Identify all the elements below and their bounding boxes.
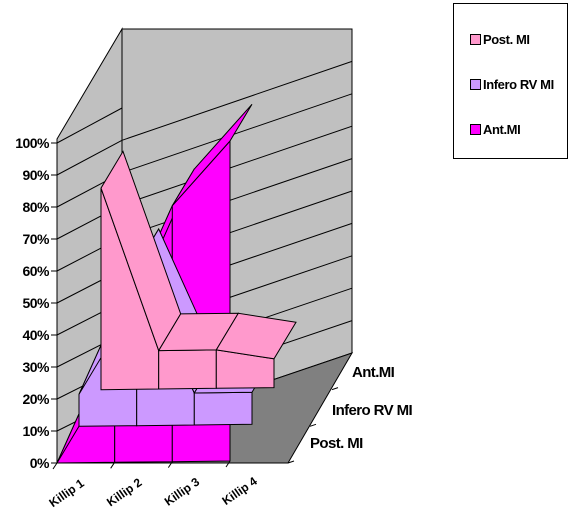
- side-gridline: [56, 107, 123, 144]
- legend-item-ant-mi: Ant.MI: [470, 121, 521, 137]
- series-top-face: [171, 103, 253, 207]
- y-tick-label: 40%: [22, 327, 50, 343]
- depth-axis-label: Infero RV MI: [332, 402, 412, 419]
- x-tick-label: Killip 3: [162, 474, 203, 508]
- x-tick-label: Killip 2: [104, 475, 145, 509]
- y-tick-label: 30%: [22, 359, 50, 375]
- series-top-face: [215, 312, 297, 360]
- back-gridline: [121, 93, 353, 174]
- depth-tick-mark: [331, 387, 339, 391]
- legend-swatch-post-mi: [470, 33, 481, 45]
- legend: Post. MI Infero RV MI Ant.MI: [453, 3, 568, 159]
- depth-axis-label: Ant.MI: [352, 364, 395, 381]
- y-tick-label: 0%: [30, 455, 50, 471]
- y-tick-label: 60%: [22, 263, 50, 279]
- legend-item-post-mi: Post. MI: [470, 31, 530, 47]
- depth-axis-label: Post. MI: [310, 435, 363, 452]
- y-tick-label: 90%: [22, 167, 50, 183]
- legend-swatch-infero-rv-mi: [470, 78, 481, 90]
- legend-swatch-ant-mi: [470, 123, 481, 135]
- legend-label-ant-mi: Ant.MI: [483, 121, 521, 137]
- back-gridline: [121, 125, 353, 206]
- x-tick-mark: [110, 462, 116, 469]
- legend-item-infero-rv-mi: Infero RV MI: [470, 76, 554, 92]
- y-tick-label: 20%: [22, 391, 50, 407]
- y-tick-label: 70%: [22, 231, 50, 247]
- back-gridline: [121, 158, 353, 238]
- x-tick-mark: [52, 462, 58, 470]
- series-front-face: [193, 391, 253, 426]
- legend-label-infero-rv-mi: Infero RV MI: [483, 76, 554, 92]
- depth-tick-mark: [287, 460, 295, 464]
- series-front-face: [158, 349, 217, 390]
- side-gridline: [56, 139, 123, 176]
- x-tick-mark: [167, 461, 173, 468]
- y-tick-label: 100%: [15, 135, 50, 151]
- y-tick-label: 50%: [22, 295, 50, 311]
- y-tick-label: 10%: [22, 423, 50, 439]
- back-gridline: [121, 60, 353, 141]
- legend-label-post-mi: Post. MI: [483, 31, 530, 47]
- x-tick-mark: [225, 460, 231, 468]
- y-tick-label: 80%: [22, 199, 50, 215]
- x-tick-label: Killip 4: [219, 474, 260, 508]
- x-tick-label: Killip 1: [46, 476, 87, 510]
- series-post-mi: [100, 150, 297, 391]
- depth-tick-mark: [309, 423, 317, 427]
